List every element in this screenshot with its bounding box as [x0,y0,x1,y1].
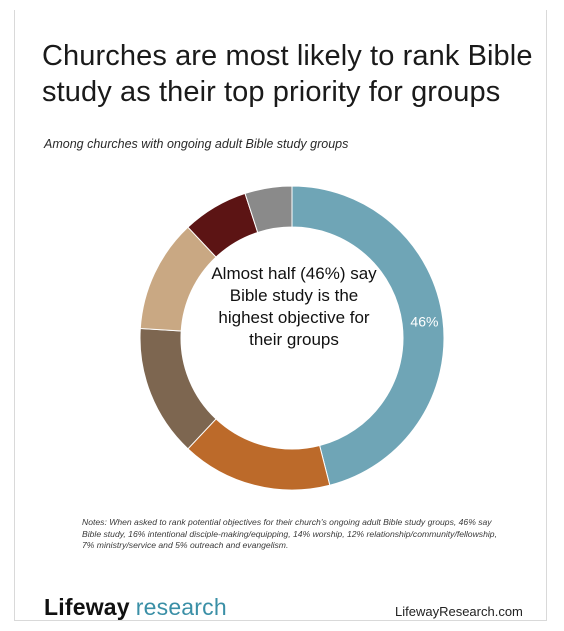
chart-notes: Notes: When asked to rank potential obje… [82,517,497,550]
donut-slice-1 [291,185,445,486]
donut-slice-2 [187,418,331,491]
website-url: LifewayResearch.com [395,604,523,619]
chart-title: Churches are most likely to rank Bible s… [42,40,533,108]
lifeway-research-logo: Lifeway research [44,594,227,621]
chart-subtitle: Among churches with ongoing adult Bible … [44,137,349,151]
donut-center-text: Almost half (46%) say Bible study is the… [211,264,377,349]
brand-secondary: research [135,594,227,620]
donut-slice-6 [244,185,293,234]
donut-slice-label-1: 46% [410,313,438,329]
figure-frame [14,10,547,621]
brand-primary: Lifeway [44,594,130,620]
